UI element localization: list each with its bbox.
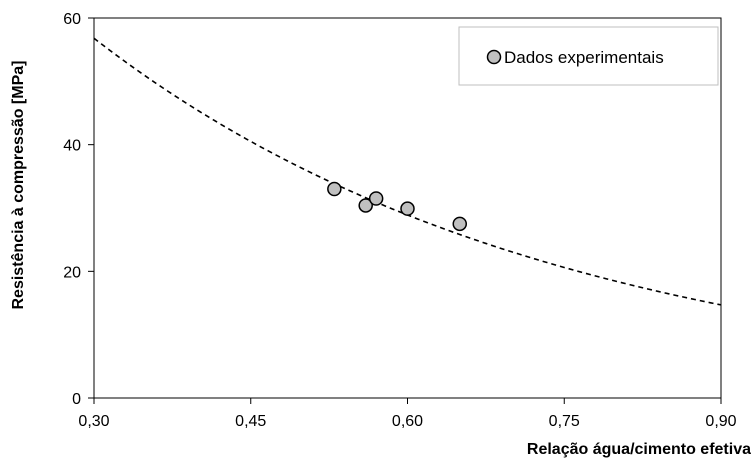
x-tick-label: 0,60 xyxy=(392,413,423,430)
data-point xyxy=(452,216,467,232)
data-point xyxy=(400,201,415,216)
data-point xyxy=(368,191,384,206)
legend-marker xyxy=(486,49,502,65)
points-layer xyxy=(327,181,467,232)
x-axis-title: Relação água/cimento efetiva xyxy=(527,441,751,458)
y-tick-label: 60 xyxy=(63,11,81,28)
y-axis-title: Resistência à compressão [MPa] xyxy=(10,61,27,310)
x-tick-label: 0,30 xyxy=(78,413,109,430)
x-ticks: 0,30 0,45 0,60 0,75 0,90 xyxy=(78,398,737,430)
y-tick-label: 0 xyxy=(72,391,81,408)
x-tick-label: 0,45 xyxy=(235,413,266,430)
legend: Dados experimentais xyxy=(458,26,719,86)
data-point xyxy=(358,198,373,213)
y-ticks: 0 20 40 60 xyxy=(63,11,94,408)
x-tick-label: 0,75 xyxy=(549,413,580,430)
y-tick-label: 40 xyxy=(63,138,81,155)
x-tick-label: 0,90 xyxy=(705,413,736,430)
legend-label: Dados experimentais xyxy=(504,48,664,67)
data-point xyxy=(327,181,342,197)
legend-box xyxy=(458,26,719,86)
y-tick-label: 20 xyxy=(63,264,81,281)
